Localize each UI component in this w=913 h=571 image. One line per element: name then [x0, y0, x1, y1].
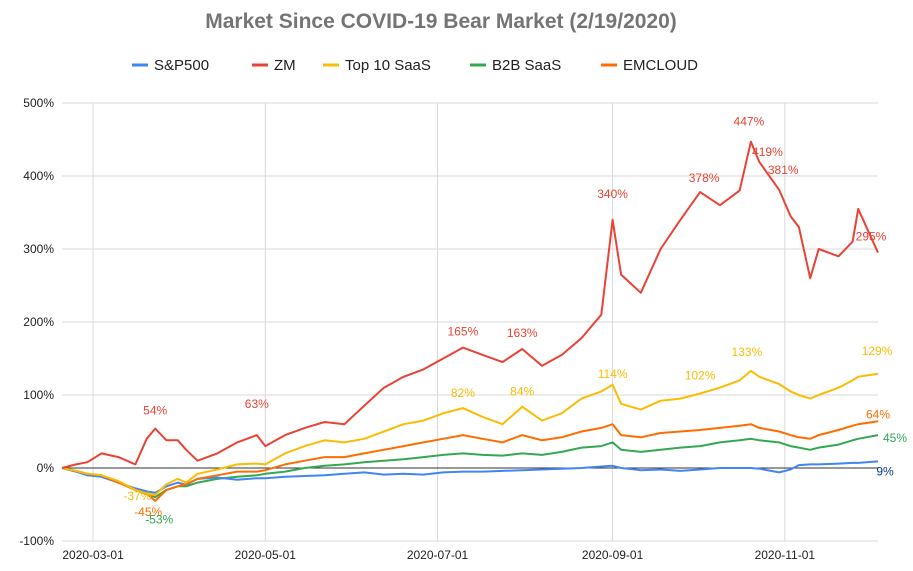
- chart-title: Market Since COVID-19 Bear Market (2/19/…: [205, 10, 677, 33]
- y-tick-label: 500%: [23, 96, 54, 110]
- legend: S&P500 ZM Top 10 SaaS B2B SaaS EMCLOUD: [132, 57, 698, 74]
- data-label-top-10-saas: 133%: [732, 345, 763, 359]
- data-label-zm: 378%: [689, 171, 720, 185]
- data-label-zm: 165%: [448, 325, 479, 339]
- series-line-zm: [61, 140, 879, 469]
- y-tick-label: 200%: [23, 315, 54, 329]
- data-label-emcloud: -45%: [134, 505, 162, 519]
- data-label-zm: 340%: [597, 187, 628, 201]
- series-line-sp500: [61, 460, 879, 494]
- data-label-zm: 54%: [143, 404, 167, 418]
- x-tick-label: 2020-07-01: [407, 548, 469, 562]
- data-label-top-10-saas: 84%: [510, 385, 534, 399]
- y-tick-label: 100%: [23, 388, 54, 402]
- legend-label-sp500: S&P500: [154, 57, 209, 74]
- data-label-zm: 295%: [856, 230, 887, 244]
- data-label-top-10-saas: 102%: [685, 369, 716, 383]
- y-tick-label: 300%: [23, 242, 54, 256]
- data-label-top-10-saas: 129%: [862, 344, 893, 358]
- x-axis: 2020-03-01 2020-05-01 2020-07-01 2020-09-01…: [62, 548, 815, 562]
- series-line-emcloud: [61, 420, 879, 502]
- x-tick-label: 2020-09-01: [582, 548, 644, 562]
- legend-label-top-10-saas: Top 10 SaaS: [345, 57, 431, 74]
- data-label-zm: 163%: [507, 326, 538, 340]
- data-label-zm: 419%: [752, 145, 783, 159]
- data-label-top-10-saas: 114%: [598, 367, 628, 381]
- x-tick-label: 2020-05-01: [235, 548, 297, 562]
- y-tick-label: 0%: [37, 461, 55, 475]
- legend-label-zm: ZM: [274, 57, 296, 74]
- data-label-zm: 447%: [734, 115, 765, 129]
- data-label-b2b-saas: -53%: [145, 513, 173, 527]
- y-axis: -100% 0% 100% 200% 300% 400% 500%: [19, 96, 54, 548]
- x-tick-label: 2020-03-01: [62, 548, 124, 562]
- series-line-top-10-saas: [61, 369, 879, 496]
- legend-label-b2b-saas: B2B SaaS: [492, 57, 561, 74]
- y-tick-label: 400%: [23, 169, 54, 183]
- data-label-zm: 63%: [245, 397, 269, 411]
- data-labels: 54% 63% 165% 163% 340% 378% 447% 419% 381% 295% -3…: [123, 115, 907, 527]
- gridlines: [62, 102, 878, 542]
- x-tick-label: 2020-11-01: [755, 548, 816, 562]
- data-label-top-10-saas: -37%: [123, 489, 151, 503]
- series-line-b2b-saas: [61, 434, 879, 499]
- data-label-sp500: 9%: [876, 464, 894, 478]
- data-label-emcloud: 64%: [866, 407, 890, 421]
- data-label-top-10-saas: 82%: [451, 386, 475, 400]
- legend-label-emcloud: EMCLOUD: [623, 57, 698, 74]
- data-label-zm: 381%: [768, 163, 799, 177]
- y-tick-label: -100%: [19, 534, 54, 548]
- series-lines: [61, 140, 879, 502]
- data-label-b2b-saas: 45%: [883, 431, 907, 445]
